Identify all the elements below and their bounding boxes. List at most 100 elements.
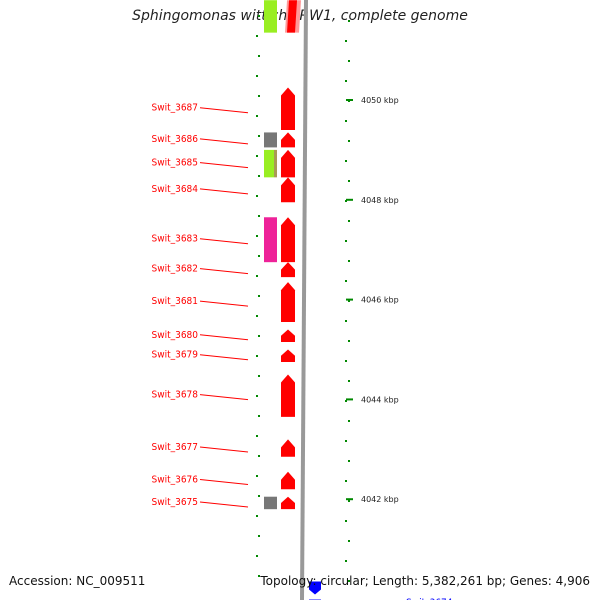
grid-dot [258, 335, 260, 337]
gene-feature[interactable] [287, 0, 297, 33]
grid-dot [258, 455, 260, 457]
scale-tick [346, 99, 353, 101]
label-leader-line [199, 138, 249, 145]
grid-dot [345, 40, 347, 42]
label-leader-line [199, 188, 249, 195]
scale-tick [346, 298, 353, 301]
grid-dot [348, 420, 350, 422]
grid-dot [258, 495, 260, 497]
grid-dot [258, 175, 260, 177]
gene-feature[interactable] [281, 87, 295, 130]
grid-dot [345, 320, 347, 322]
gene-label[interactable]: Swit_3679 [152, 350, 199, 361]
grid-dot [258, 95, 260, 97]
grid-dot [348, 20, 350, 22]
label-leader-line [199, 478, 249, 485]
grid-dot [345, 280, 347, 282]
grid-dot [256, 435, 258, 437]
label-leader-line [199, 107, 249, 114]
gene-feature[interactable] [309, 581, 321, 595]
grid-dot [348, 380, 350, 382]
grid-dot [256, 75, 258, 77]
gene-label[interactable]: Swit_3683 [152, 234, 198, 245]
cog-block [264, 149, 274, 178]
label-leader-line [199, 394, 249, 401]
grid-dot [348, 340, 350, 342]
label-leader-line [199, 446, 249, 453]
label-leader-line [199, 501, 249, 508]
grid-dot [348, 300, 350, 302]
gene-feature[interactable] [281, 282, 295, 323]
grid-dot [345, 560, 347, 562]
grid-dot [258, 535, 260, 537]
gene-feature[interactable] [281, 374, 295, 417]
grid-dot [348, 140, 350, 142]
gene-label[interactable]: Swit_3687 [152, 103, 198, 114]
grid-dot [256, 35, 258, 37]
grid-dot [345, 520, 347, 522]
gene-label[interactable]: Swit_3678 [152, 390, 199, 401]
backbone [300, 0, 308, 600]
gene-feature[interactable] [281, 217, 295, 263]
genome-summary-text: Topology: circular; Length: 5,382,261 bp… [260, 574, 590, 588]
gene-feature[interactable] [281, 439, 295, 457]
grid-dot [345, 80, 347, 82]
gene-features [281, 0, 321, 600]
grid-dot [256, 275, 258, 277]
gene-label[interactable]: Swit_3677 [152, 442, 198, 453]
gene-label[interactable]: Swit_3676 [152, 474, 199, 485]
grid-dot [348, 500, 350, 502]
scale-tick-label: 4042 kbp [361, 495, 399, 504]
grid-dot [258, 375, 260, 377]
gene-feature[interactable] [281, 177, 295, 203]
gene-feature[interactable] [281, 132, 295, 148]
gene-feature[interactable] [281, 262, 295, 278]
grid-dot [256, 155, 258, 157]
grid-dot [256, 315, 258, 317]
grid-dot [258, 575, 260, 577]
scale-tick [346, 498, 353, 501]
gene-feature[interactable] [281, 349, 295, 362]
gene-label[interactable]: Swit_3684 [152, 184, 199, 195]
genome-backbone [300, 0, 308, 600]
gene-label[interactable]: Swit_3675 [152, 497, 198, 508]
gene-label[interactable]: Swit_3681 [152, 296, 198, 307]
scale-tick-label: 4044 kbp [361, 395, 399, 404]
scale-tick-label: 4050 kbp [361, 96, 399, 105]
grid-dot [345, 200, 347, 202]
scale-tick [346, 198, 353, 201]
label-leader-line [199, 300, 249, 307]
grid-dot [348, 540, 350, 542]
grid-dots [256, 15, 350, 582]
gene-feature[interactable] [281, 149, 295, 178]
gene-label[interactable]: Swit_3680 [152, 330, 199, 341]
grid-dot [345, 440, 347, 442]
grid-dot [258, 15, 260, 17]
grid-dot [348, 180, 350, 182]
label-leader-line [199, 334, 249, 341]
grid-dot [258, 215, 260, 217]
cog-block [264, 132, 277, 148]
grid-dot [348, 220, 350, 222]
label-leader-line [199, 268, 249, 275]
cog-block [264, 0, 277, 33]
gene-feature[interactable] [281, 496, 295, 510]
grid-dot [348, 460, 350, 462]
gene-label[interactable]: Swit_3686 [152, 134, 199, 145]
gene-label[interactable]: Swit_3682 [152, 264, 198, 275]
scale-tick-label: 4048 kbp [361, 196, 399, 205]
gene-feature[interactable] [281, 329, 295, 343]
grid-dot [256, 355, 258, 357]
grid-dot [256, 555, 258, 557]
grid-dot [258, 135, 260, 137]
grid-dot [348, 260, 350, 262]
grid-dot [256, 235, 258, 237]
gene-label[interactable]: Swit_3674 [406, 598, 453, 600]
cog-block [264, 496, 277, 510]
gene-feature[interactable] [281, 471, 295, 490]
accession-text: Accession: NC_009511 [9, 574, 146, 588]
grid-dot [345, 240, 347, 242]
grid-dot [258, 295, 260, 297]
gene-label[interactable]: Swit_3685 [152, 158, 198, 169]
